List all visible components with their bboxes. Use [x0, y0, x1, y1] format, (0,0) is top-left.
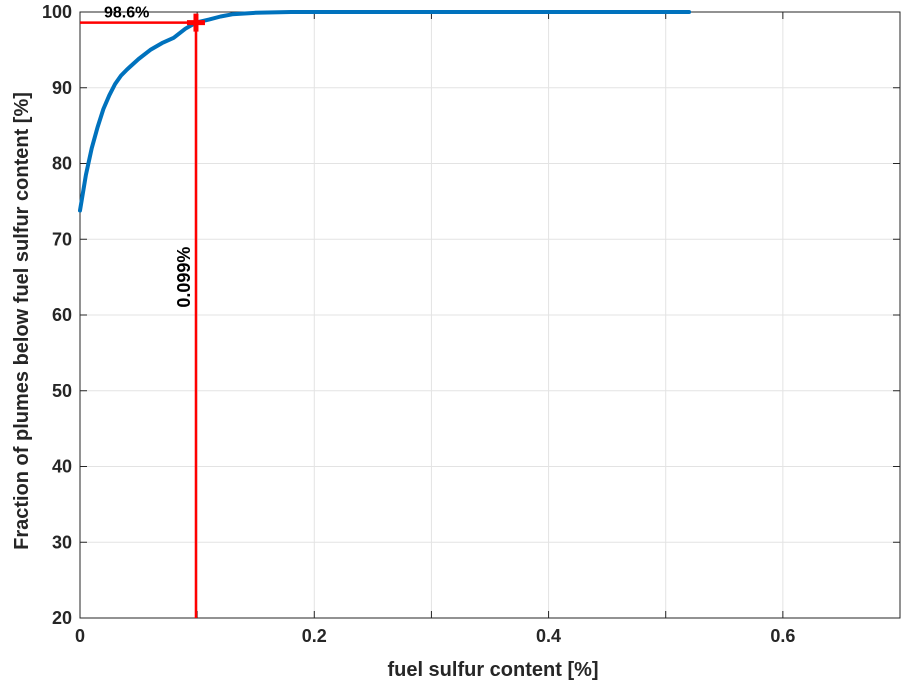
y-tick-label: 30 [52, 532, 72, 552]
y-tick-label: 20 [52, 608, 72, 628]
y-tick-label: 80 [52, 154, 72, 174]
annotation-x-value: 0.099% [174, 247, 194, 308]
x-axis-label: fuel sulfur content [%] [387, 659, 598, 681]
y-axis-label: Fraction of plumes below fuel sulfur con… [11, 92, 33, 550]
x-tick-label: 0 [75, 626, 85, 646]
marker-guides [80, 21, 198, 618]
x-tick-label: 0.2 [302, 626, 327, 646]
y-tick-label: 60 [52, 305, 72, 325]
x-tick-labels: 0 0.2 0.4 0.6 [75, 626, 795, 646]
marker-group [186, 13, 205, 32]
y-tick-label: 50 [52, 381, 72, 401]
y-tick-label: 40 [52, 457, 72, 477]
y-tick-label: 90 [52, 78, 72, 98]
series-line [78, 10, 692, 213]
series-group [78, 10, 692, 213]
y-tick-label: 70 [52, 229, 72, 249]
annotation-y-value: 98.6% [104, 5, 149, 22]
y-tick-labels: 20 30 40 50 60 70 80 90 100 [42, 2, 72, 628]
x-tick-label: 0.4 [536, 626, 561, 646]
x-tick-label: 0.6 [770, 626, 795, 646]
y-tick-label: 100 [42, 2, 72, 22]
